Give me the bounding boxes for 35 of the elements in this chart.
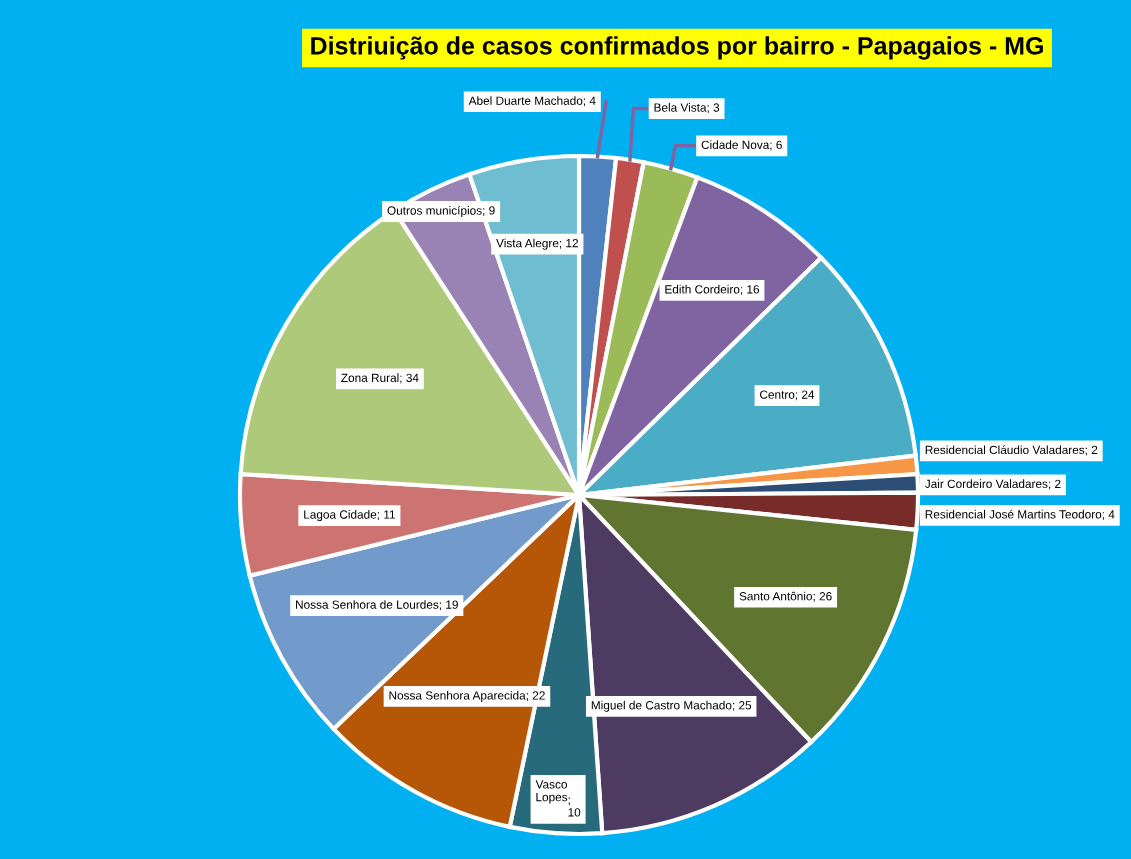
slice-label: Cidade Nova	[701, 140, 770, 149]
slice-label: Abel Duarte Machado	[468, 96, 583, 105]
slice-label: Jair Cordeiro Valadares	[924, 479, 1048, 488]
data-label: ; 34	[400, 373, 419, 384]
data-label: ; 6	[770, 140, 782, 151]
data-label: ; 4	[1102, 510, 1115, 520]
data-label: ; 22	[526, 691, 545, 702]
slice-label: Residencial José Martins Teodoro	[925, 509, 1102, 519]
slice-label: Outros municípios	[387, 205, 482, 218]
slice-label: Santo Antônio	[739, 591, 813, 601]
slice-label: Lagoa Cidade	[304, 510, 377, 522]
data-label: ; 4	[583, 96, 596, 107]
data-label: ; 3	[707, 103, 720, 114]
slice-label: Vista Alegre	[496, 238, 559, 250]
data-label: ; 2	[1085, 445, 1098, 456]
data-label: ; 16	[740, 285, 760, 295]
slice-label: Vasco Lopes	[535, 780, 568, 804]
data-label: ; 11	[377, 510, 395, 521]
data-label: ; 9	[483, 206, 495, 216]
data-label: ; 2	[1048, 479, 1061, 490]
slice-label: Nossa Senhora de Lourdes	[296, 600, 439, 609]
chart-title: Distriuição de casos confirmados por bairro - Papagaios - MG	[311, 36, 1043, 60]
slice-label: Residencial Cláudio Valadares	[925, 445, 1085, 455]
slice-label: Nossa Senhora Aparecida	[389, 690, 526, 702]
data-label: ; 19	[439, 600, 458, 611]
data-label: ; 10	[568, 797, 581, 817]
slice-label: Centro	[760, 390, 795, 399]
slice-label: Edith Cordeiro	[665, 284, 740, 294]
data-label: ; 26	[813, 592, 832, 602]
data-label: ; 24	[795, 390, 815, 401]
slice-label: Bela Vista	[654, 103, 707, 112]
slice-label: Miguel de Castro Machado	[591, 700, 732, 712]
data-label: ; 12	[559, 239, 578, 249]
data-label: ; 25	[732, 701, 752, 711]
slice-label: Zona Rural	[341, 373, 399, 382]
